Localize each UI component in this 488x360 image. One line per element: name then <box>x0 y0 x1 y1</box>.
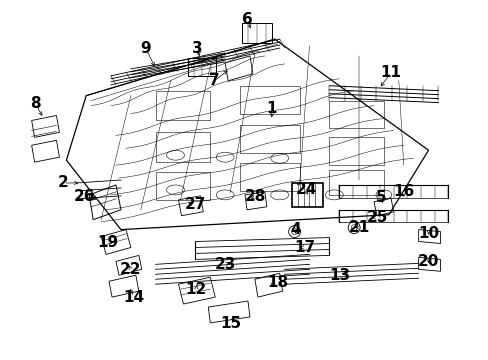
Text: 20: 20 <box>417 254 438 269</box>
Text: 10: 10 <box>417 226 438 241</box>
Text: 22: 22 <box>120 262 142 277</box>
Text: 4: 4 <box>290 222 300 237</box>
Text: 17: 17 <box>293 240 314 255</box>
Bar <box>328 100 383 129</box>
Text: 21: 21 <box>348 220 369 235</box>
Bar <box>291 183 323 207</box>
Text: 16: 16 <box>392 184 413 199</box>
Bar <box>240 86 299 113</box>
Bar <box>155 91 210 121</box>
Text: 1: 1 <box>266 101 277 116</box>
Text: 8: 8 <box>30 96 41 111</box>
Text: 18: 18 <box>266 275 288 290</box>
Text: 23: 23 <box>214 257 235 272</box>
Text: 19: 19 <box>97 235 119 250</box>
Bar <box>240 163 299 191</box>
Bar <box>242 23 271 43</box>
Text: 5: 5 <box>375 190 386 205</box>
Text: 2: 2 <box>58 175 69 190</box>
Text: 7: 7 <box>208 73 219 88</box>
Text: 15: 15 <box>220 316 241 332</box>
Bar <box>240 125 299 153</box>
Text: 28: 28 <box>244 189 266 204</box>
Bar <box>328 137 383 165</box>
Text: 24: 24 <box>295 183 317 197</box>
Text: 14: 14 <box>123 289 144 305</box>
Text: 25: 25 <box>366 210 387 225</box>
Text: 27: 27 <box>184 197 205 212</box>
Text: 13: 13 <box>329 268 350 283</box>
Bar <box>328 170 383 195</box>
Bar <box>155 172 210 200</box>
Text: 9: 9 <box>140 41 151 55</box>
Bar <box>188 58 216 76</box>
Text: 11: 11 <box>380 65 401 80</box>
Text: 6: 6 <box>241 12 252 27</box>
Text: 26: 26 <box>73 189 95 204</box>
Text: 3: 3 <box>192 41 202 55</box>
Text: 12: 12 <box>185 282 206 297</box>
Bar <box>155 132 210 162</box>
